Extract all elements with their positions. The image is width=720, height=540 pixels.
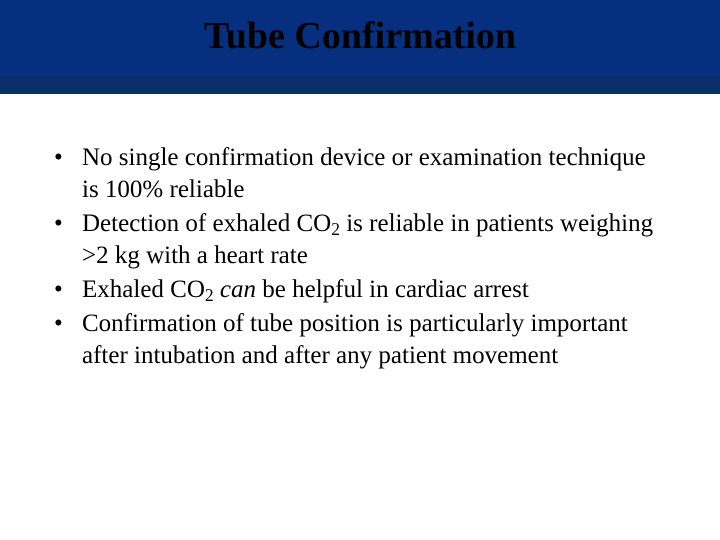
bullet-text: be helpful in cardiac arrest [256,276,529,303]
bullet-list: No single confirmation device or examina… [54,142,666,372]
title-bar: Tube Confirmation [0,0,720,76]
bullet-item: Confirmation of tube position is particu… [54,308,666,372]
bullet-text: Exhaled CO [82,276,205,303]
subscript-text: 2 [331,219,340,239]
bullet-text: Detection of exhaled CO [82,210,331,237]
bullet-item: No single confirmation device or examina… [54,142,666,206]
subscript-text: 2 [205,285,214,305]
bullet-item: Exhaled CO2 can be helpful in cardiac ar… [54,274,666,306]
slide-title: Tube Confirmation [0,14,720,58]
slide-content: No single confirmation device or examina… [0,94,720,372]
bullet-text: No single confirmation device or examina… [82,144,646,203]
bullet-item: Detection of exhaled CO2 is reliable in … [54,208,666,272]
header-underline [0,76,720,94]
italic-text: can [220,276,256,303]
bullet-text: Confirmation of tube position is particu… [82,310,628,369]
header-band: Tube Confirmation [0,0,720,94]
